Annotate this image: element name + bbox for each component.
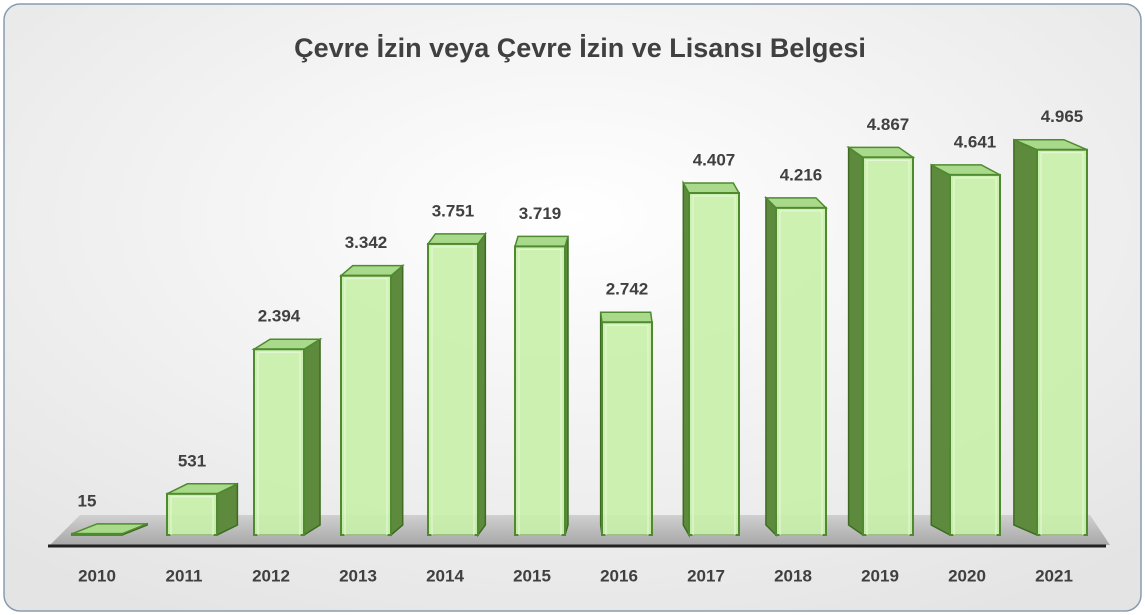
bar-inner xyxy=(257,351,301,536)
x-tick-label: 2016 xyxy=(600,566,638,585)
bar-front xyxy=(949,173,1001,536)
bar-inner xyxy=(953,177,997,536)
bar-inner xyxy=(344,278,388,536)
x-tick-label: 2012 xyxy=(252,566,290,585)
bar-side xyxy=(930,163,951,537)
bar-inner xyxy=(866,159,910,536)
bar-inner xyxy=(431,246,475,536)
bar-front xyxy=(601,321,653,536)
x-tick-label: 2018 xyxy=(774,566,812,585)
x-tick-label: 2011 xyxy=(166,566,203,585)
bar xyxy=(426,231,487,538)
bar xyxy=(599,311,653,536)
bar-side xyxy=(1013,138,1038,537)
x-tick-label: 2013 xyxy=(339,566,377,585)
bar-top xyxy=(764,197,828,209)
bar xyxy=(930,163,1001,537)
bar xyxy=(71,522,148,537)
bar xyxy=(513,235,570,536)
value-label: 4.867 xyxy=(867,115,910,134)
bar-front xyxy=(1036,148,1088,536)
bar-front xyxy=(166,492,218,537)
x-tick-label: 2017 xyxy=(687,566,725,585)
bar xyxy=(846,145,916,537)
bar xyxy=(166,482,239,537)
chart-title: Çevre İzin veya Çevre İzin ve Lisansı Be… xyxy=(294,33,866,63)
value-label: 4.965 xyxy=(1041,107,1084,126)
bar-front xyxy=(775,206,827,536)
bar-front xyxy=(253,348,305,536)
bar-side xyxy=(303,337,321,537)
bar-front xyxy=(862,156,914,536)
bar-front xyxy=(340,274,392,536)
bar-top xyxy=(426,233,487,245)
x-tick-label: 2020 xyxy=(948,566,986,585)
bar-inner xyxy=(692,195,736,536)
x-tick-label: 2015 xyxy=(513,566,551,585)
x-tick-label: 2010 xyxy=(78,566,116,585)
x-tick-label: 2014 xyxy=(426,566,464,585)
bar-top xyxy=(338,264,405,277)
bar-front xyxy=(688,192,740,536)
bar xyxy=(1013,138,1088,537)
bar xyxy=(338,264,405,537)
value-label: 4.641 xyxy=(954,132,997,151)
bar-side xyxy=(390,264,404,537)
bar-inner xyxy=(170,496,214,536)
value-label: 2.394 xyxy=(258,307,301,326)
bar-inner xyxy=(1040,152,1084,536)
value-label: 3.342 xyxy=(345,233,388,252)
bar-inner xyxy=(605,324,649,536)
bar-top xyxy=(599,311,653,323)
bar xyxy=(682,180,741,538)
bar xyxy=(764,196,828,537)
value-label: 531 xyxy=(178,451,206,470)
bar-inner xyxy=(518,248,562,536)
bar-inner xyxy=(779,210,823,536)
bar-front xyxy=(71,532,123,536)
bar-side xyxy=(765,196,777,537)
x-tick-label: 2021 xyxy=(1035,566,1073,585)
bar xyxy=(251,337,323,537)
bar-side xyxy=(477,231,487,538)
bar-top xyxy=(513,235,570,248)
value-label: 3.751 xyxy=(432,201,475,220)
bar-front xyxy=(514,245,566,536)
bar-top xyxy=(682,182,741,194)
value-label: 4.407 xyxy=(693,151,736,170)
value-label: 15 xyxy=(78,491,97,510)
value-label: 3.719 xyxy=(519,204,562,223)
value-label: 4.216 xyxy=(780,165,823,184)
bar-side xyxy=(847,145,864,537)
bar-front xyxy=(427,242,479,536)
value-label: 2.742 xyxy=(606,280,649,299)
x-tick-label: 2019 xyxy=(861,566,899,585)
